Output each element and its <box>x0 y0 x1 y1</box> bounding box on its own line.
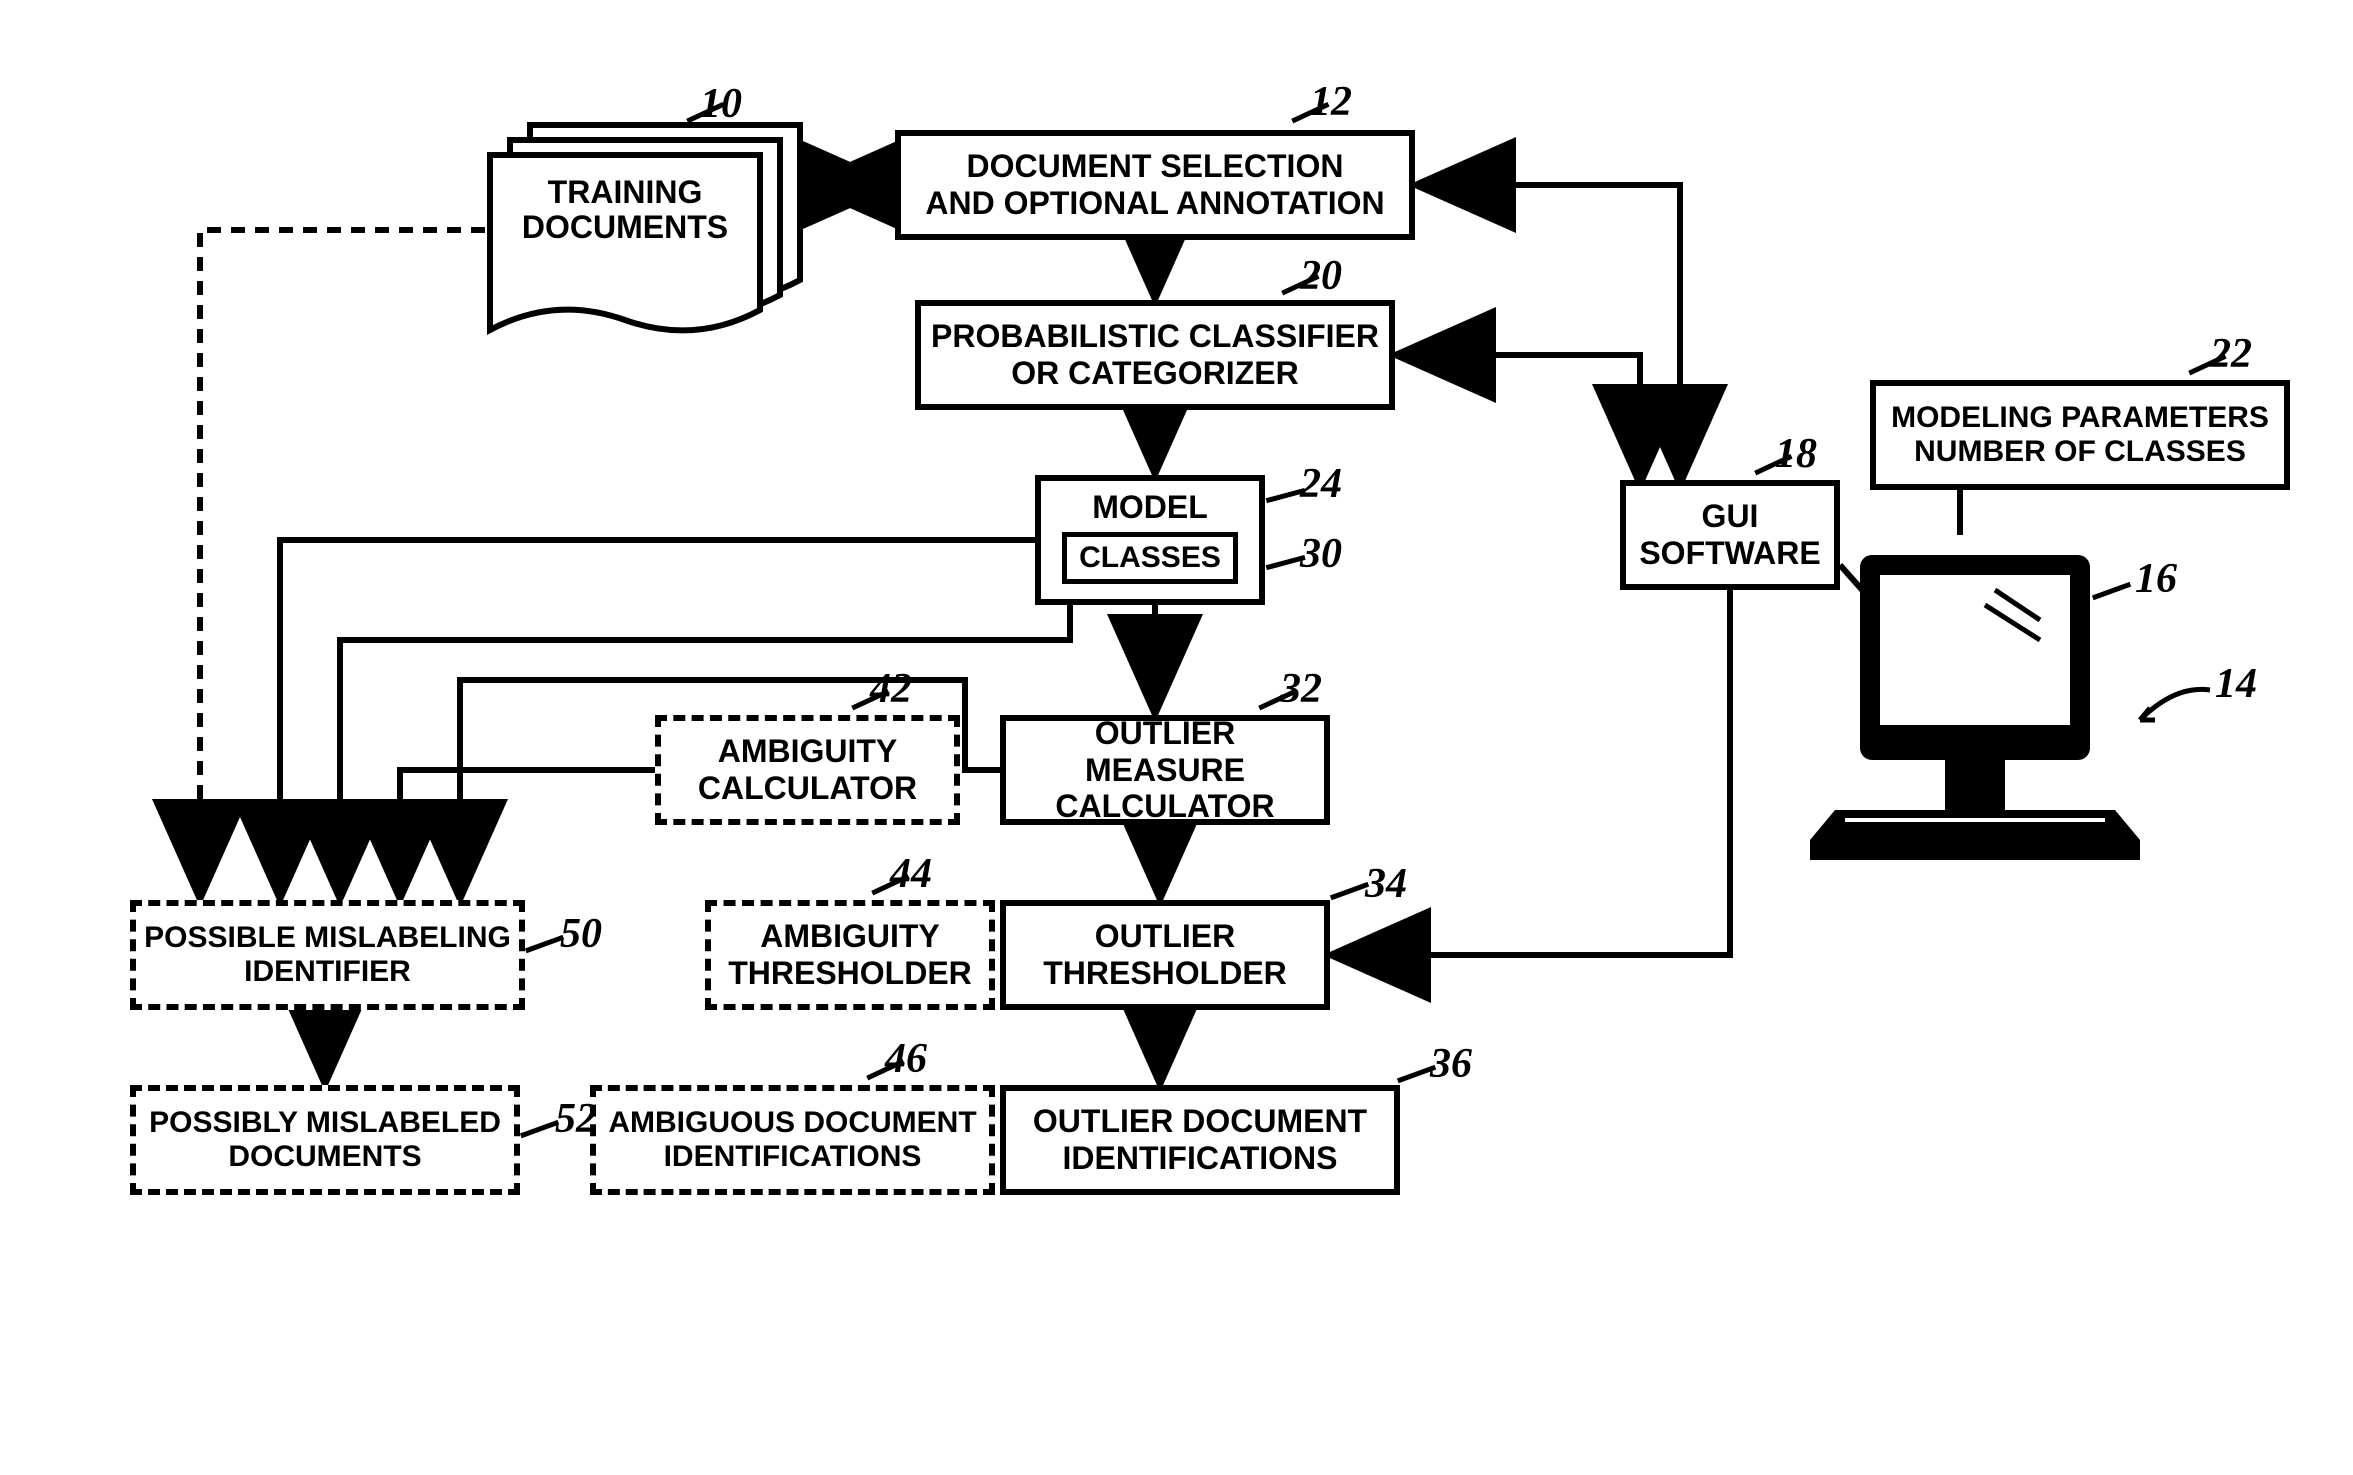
outlier-measure-calculator-label: OUTLIER MEASURECALCULATOR <box>1014 715 1316 825</box>
ambiguous-document-identifications-label: AMBIGUOUS DOCUMENTIDENTIFICATIONS <box>608 1106 976 1175</box>
probabilistic-classifier-label: PROBABILISTIC CLASSIFIEROR CATEGORIZER <box>931 318 1379 392</box>
possibly-mislabeled-documents: POSSIBLY MISLABELEDDOCUMENTS <box>130 1085 520 1195</box>
outlier-document-identifications: OUTLIER DOCUMENTIDENTIFICATIONS <box>1000 1085 1400 1195</box>
outlier-thresholder-label: OUTLIERTHRESHOLDER <box>1043 918 1287 992</box>
classes: CLASSES <box>1062 532 1238 585</box>
ambiguous-document-identifications: AMBIGUOUS DOCUMENTIDENTIFICATIONS <box>590 1085 995 1195</box>
classes-label: CLASSES <box>1079 541 1221 574</box>
gui-software: GUISOFTWARE <box>1620 480 1840 590</box>
model: MODEL CLASSES <box>1035 475 1265 605</box>
ambiguity-calculator-label: AMBIGUITYCALCULATOR <box>698 733 917 807</box>
outlier-document-identifications-label: OUTLIER DOCUMENTIDENTIFICATIONS <box>1033 1103 1367 1177</box>
modeling-parameters-label: MODELING PARAMETERSNUMBER OF CLASSES <box>1891 401 2269 470</box>
possible-mislabeling-identifier-label: POSSIBLE MISLABELINGIDENTIFIER <box>144 921 511 990</box>
modeling-parameters: MODELING PARAMETERSNUMBER OF CLASSES <box>1870 380 2290 490</box>
ref-14: 14 <box>2215 660 2257 708</box>
possibly-mislabeled-documents-label: POSSIBLY MISLABELEDDOCUMENTS <box>149 1106 501 1175</box>
possible-mislabeling-identifier: POSSIBLE MISLABELINGIDENTIFIER <box>130 900 525 1010</box>
flowchart-canvas: TRAININGDOCUMENTS 10 DOCUMENT SELECTIONA… <box>0 0 2353 1475</box>
ref-14-arrow <box>2135 680 2215 730</box>
model-label: MODEL <box>1092 489 1208 526</box>
computer-shape <box>1810 555 2140 860</box>
training-documents: TRAININGDOCUMENTS <box>500 175 750 245</box>
outlier-thresholder: OUTLIERTHRESHOLDER <box>1000 900 1330 1010</box>
training-documents-label: TRAININGDOCUMENTS <box>522 174 728 245</box>
ambiguity-calculator: AMBIGUITYCALCULATOR <box>655 715 960 825</box>
document-selection: DOCUMENT SELECTIONAND OPTIONAL ANNOTATIO… <box>895 130 1415 240</box>
ambiguity-thresholder-label: AMBIGUITYTHRESHOLDER <box>728 918 972 992</box>
outlier-measure-calculator: OUTLIER MEASURECALCULATOR <box>1000 715 1330 825</box>
document-selection-label: DOCUMENT SELECTIONAND OPTIONAL ANNOTATIO… <box>925 148 1384 222</box>
ref-16: 16 <box>2135 555 2177 603</box>
ref-34: 34 <box>1365 860 1407 908</box>
ambiguity-thresholder: AMBIGUITYTHRESHOLDER <box>705 900 995 1010</box>
gui-software-label: GUISOFTWARE <box>1639 498 1820 572</box>
probabilistic-classifier: PROBABILISTIC CLASSIFIEROR CATEGORIZER <box>915 300 1395 410</box>
